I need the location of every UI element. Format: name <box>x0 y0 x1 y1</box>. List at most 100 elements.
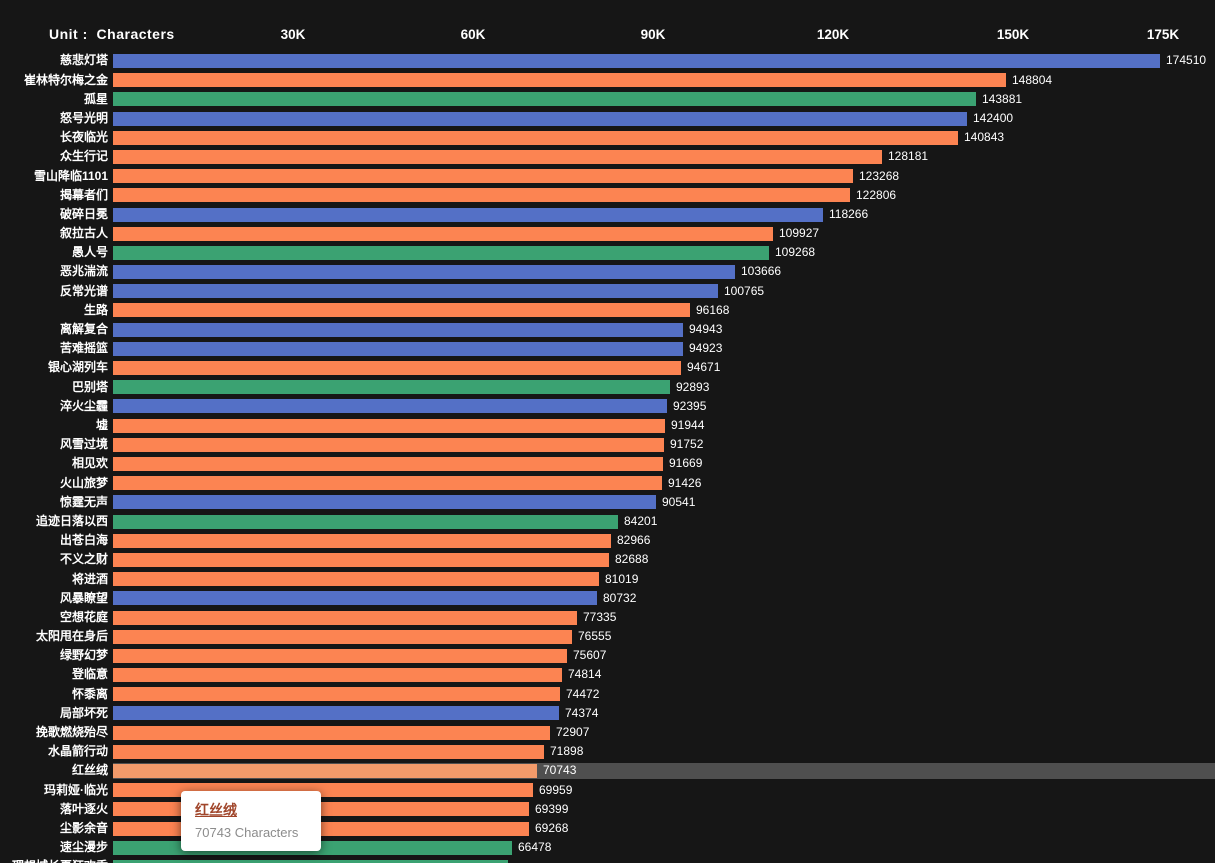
bar-row[interactable]: 生路 96168 <box>0 301 1215 320</box>
bar[interactable] <box>113 399 667 414</box>
bar[interactable] <box>113 476 662 491</box>
bar[interactable] <box>113 725 550 740</box>
value-label: 84201 <box>624 513 658 528</box>
bar[interactable] <box>113 802 529 817</box>
bar-row[interactable]: 追迹日落以西 84201 <box>0 512 1215 531</box>
category-label: 理想城长夏狂欢季 <box>0 857 108 863</box>
bar[interactable] <box>113 226 773 241</box>
bar[interactable] <box>113 341 683 356</box>
bar-row[interactable]: 空想花庭 77335 <box>0 608 1215 627</box>
bar-row[interactable]: 挽歌燃烧殆尽 72907 <box>0 723 1215 742</box>
bar-row[interactable]: 绿野幻梦 75607 <box>0 646 1215 665</box>
bar-row[interactable]: 登临意 74814 <box>0 665 1215 684</box>
bar[interactable] <box>113 552 609 567</box>
bar[interactable] <box>113 169 853 184</box>
bar[interactable] <box>113 514 618 529</box>
bar-row[interactable]: 出苍白海 82966 <box>0 531 1215 550</box>
axis-tick-label: 30K <box>280 27 306 42</box>
bar[interactable] <box>113 149 882 164</box>
bar-row[interactable]: 众生行记 128181 <box>0 147 1215 166</box>
bar-row[interactable]: 将进酒 81019 <box>0 570 1215 589</box>
bar[interactable] <box>113 322 683 337</box>
bar[interactable] <box>113 53 1160 68</box>
category-label: 怒号光明 <box>59 110 108 125</box>
value-label: 94671 <box>687 360 721 375</box>
category-label: 淬火尘霾 <box>59 398 108 413</box>
bar[interactable] <box>113 265 735 280</box>
bar[interactable] <box>113 572 599 587</box>
bar[interactable] <box>113 456 663 471</box>
bar[interactable] <box>113 361 681 376</box>
axis-ticks: 30K 60K 90K 120K 150K 175K <box>0 0 1215 50</box>
bar-row[interactable]: 局部坏死 74374 <box>0 704 1215 723</box>
bar-row[interactable]: 红丝绒 70743 <box>0 761 1215 780</box>
bar-row[interactable]: 相见欢 91669 <box>0 454 1215 473</box>
bar-row[interactable]: 太阳甩在身后 76555 <box>0 627 1215 646</box>
bar-row[interactable]: 水晶箭行动 71898 <box>0 742 1215 761</box>
category-label: 挽歌燃烧殆尽 <box>35 725 108 740</box>
value-label: 118266 <box>829 206 869 221</box>
bar[interactable] <box>113 668 562 683</box>
bar-row[interactable]: 揭幕者们 122806 <box>0 186 1215 205</box>
bar-row[interactable]: 墟 91944 <box>0 416 1215 435</box>
bar-row[interactable]: 风雪过境 91752 <box>0 435 1215 454</box>
bar[interactable] <box>113 821 529 836</box>
bar[interactable] <box>113 687 560 702</box>
bar[interactable] <box>113 284 718 299</box>
bar[interactable] <box>113 437 664 452</box>
bar[interactable] <box>113 111 967 126</box>
bar-row[interactable]: 巴别塔 92893 <box>0 378 1215 397</box>
bar-row[interactable]: 叙拉古人 109927 <box>0 224 1215 243</box>
bar-row[interactable]: 离解复合 94943 <box>0 320 1215 339</box>
category-label: 孤星 <box>83 91 108 106</box>
bar[interactable] <box>113 245 769 260</box>
bar[interactable] <box>113 130 958 145</box>
bar[interactable] <box>113 495 656 510</box>
bar[interactable] <box>113 764 537 779</box>
category-label: 火山旅梦 <box>59 475 108 490</box>
bar[interactable] <box>113 92 976 107</box>
value-label: 80732 <box>603 590 637 605</box>
value-label: 109927 <box>779 226 820 241</box>
bar-row[interactable]: 理想城长夏狂欢季 <box>0 857 1215 863</box>
bar[interactable] <box>113 380 670 395</box>
bar-row[interactable]: 不义之财 82688 <box>0 550 1215 569</box>
bar-row[interactable]: 淬火尘霾 92395 <box>0 397 1215 416</box>
bar-row[interactable]: 风暴瞭望 80732 <box>0 589 1215 608</box>
category-label: 登临意 <box>71 667 108 682</box>
bar[interactable] <box>113 610 577 625</box>
category-label: 水晶箭行动 <box>47 744 108 759</box>
category-label: 雪山降临1101 <box>33 168 108 183</box>
value-label: 174510 <box>1166 53 1207 68</box>
bar[interactable] <box>113 188 850 203</box>
bar[interactable] <box>113 783 533 798</box>
bar-row[interactable]: 慈悲灯塔 174510 <box>0 51 1215 70</box>
bar[interactable] <box>113 303 690 318</box>
bar-row[interactable]: 怒号光明 142400 <box>0 109 1215 128</box>
bar[interactable] <box>113 706 559 721</box>
bar[interactable] <box>113 744 544 759</box>
bar[interactable] <box>113 533 611 548</box>
bar-row[interactable]: 破碎日冕 118266 <box>0 205 1215 224</box>
bar[interactable] <box>113 591 597 606</box>
bar[interactable] <box>113 629 572 644</box>
category-label: 愚人号 <box>71 245 108 260</box>
bar[interactable] <box>113 418 665 433</box>
category-label: 惊霆无声 <box>59 494 108 509</box>
bar-row[interactable]: 惊霆无声 90541 <box>0 493 1215 512</box>
bar-row[interactable]: 反常光谱 100765 <box>0 282 1215 301</box>
bar[interactable] <box>113 859 508 863</box>
bar-row[interactable]: 恶兆湍流 103666 <box>0 262 1215 281</box>
bar-row[interactable]: 雪山降临1101 123268 <box>0 167 1215 186</box>
bar-row[interactable]: 苦难摇篮 94923 <box>0 339 1215 358</box>
bar-row[interactable]: 长夜临光 140843 <box>0 128 1215 147</box>
bar[interactable] <box>113 73 1006 88</box>
bar-row[interactable]: 怀黍离 74472 <box>0 685 1215 704</box>
bar-row[interactable]: 孤星 143881 <box>0 90 1215 109</box>
bar-row[interactable]: 愚人号 109268 <box>0 243 1215 262</box>
bar[interactable] <box>113 648 567 663</box>
bar-row[interactable]: 火山旅梦 91426 <box>0 474 1215 493</box>
bar[interactable] <box>113 207 823 222</box>
bar-row[interactable]: 银心湖列车 94671 <box>0 358 1215 377</box>
bar-row[interactable]: 崔林特尔梅之金 148804 <box>0 71 1215 90</box>
